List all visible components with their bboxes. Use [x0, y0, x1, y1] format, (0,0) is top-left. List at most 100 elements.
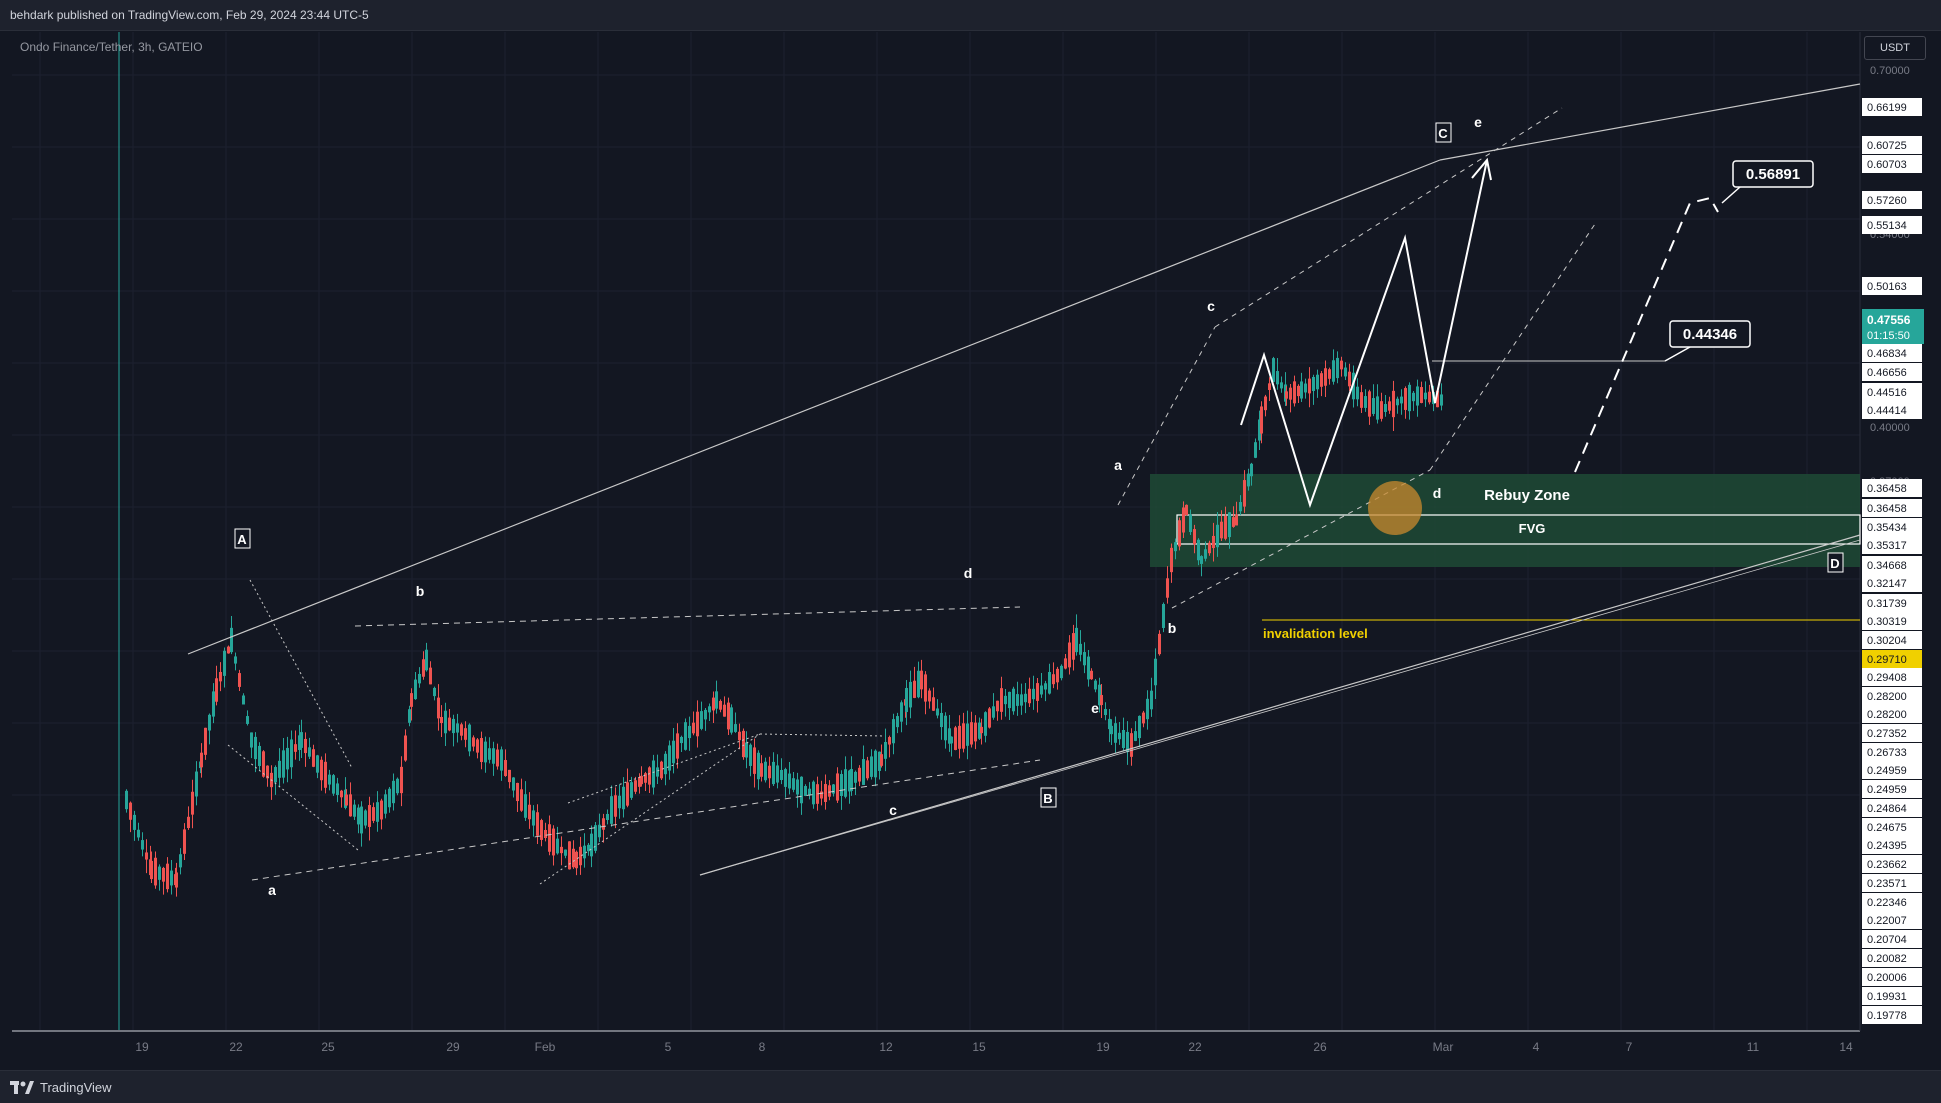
x-tick-label: 19 — [1096, 1040, 1110, 1054]
candle-body — [913, 680, 916, 698]
candle-body — [618, 795, 621, 809]
x-tick-label: 4 — [1533, 1040, 1540, 1054]
candle-body — [312, 749, 315, 767]
candle-body — [1400, 396, 1403, 404]
candle-body — [448, 717, 451, 731]
x-tick-label: 29 — [446, 1040, 460, 1054]
candle-body — [150, 860, 153, 880]
price-tag-bg — [1862, 668, 1922, 686]
x-tick-label: 25 — [321, 1040, 335, 1054]
price-tag: 0.22007 — [1867, 915, 1907, 927]
candle-body — [266, 765, 269, 779]
candle-body — [360, 806, 363, 834]
candle-body — [928, 690, 931, 702]
candle-body — [1420, 387, 1423, 403]
candle-body — [970, 722, 973, 745]
candle-body — [1424, 392, 1427, 400]
candle-body — [320, 759, 323, 781]
candle-body — [418, 673, 421, 684]
symbol-info: Ondo Finance/Tether, 3h, GATEIO — [20, 40, 203, 54]
price-tag-bg — [1862, 136, 1922, 154]
x-tick-label: 12 — [879, 1040, 893, 1054]
candle-body — [1360, 392, 1363, 408]
price-tag-bg — [1862, 1006, 1922, 1024]
candle-body — [676, 733, 679, 759]
candle-body — [1166, 578, 1169, 598]
candle-body — [917, 670, 920, 698]
candle-body — [950, 736, 953, 744]
candle-body — [1312, 376, 1315, 392]
price-tag-bg — [1862, 855, 1922, 873]
candle-body — [223, 650, 226, 676]
candle-body — [638, 777, 641, 787]
countdown-label: 01:15:50 — [1867, 330, 1910, 342]
price-tag-bg — [1862, 383, 1922, 401]
candle-body — [357, 807, 360, 825]
candle-body — [844, 769, 847, 797]
candle-body — [1356, 386, 1359, 400]
candle-body — [437, 697, 440, 719]
candle-body — [1212, 535, 1215, 549]
brand-label: TradingView — [40, 1080, 112, 1095]
candle-body — [183, 829, 186, 854]
candle-body — [1044, 683, 1047, 690]
currency-button[interactable]: USDT — [1864, 36, 1926, 60]
candle-body — [1052, 674, 1055, 685]
candle-body — [1276, 371, 1279, 385]
candle-body — [345, 794, 348, 806]
price-tag-bg — [1862, 556, 1922, 574]
tradingview-logo[interactable]: TradingView — [10, 1080, 112, 1095]
price-tag-bg — [1862, 987, 1922, 1005]
wave-label: b — [1168, 620, 1177, 636]
candle-body — [1340, 360, 1343, 370]
candle-body — [254, 736, 257, 760]
candle-body — [1189, 514, 1192, 533]
wave-a-leg — [249, 579, 353, 769]
candle-body — [468, 724, 471, 752]
candle-body — [1182, 507, 1185, 533]
candle-body — [308, 747, 311, 757]
price-tag-bg — [1862, 536, 1922, 554]
candle-body — [840, 774, 843, 796]
candle-body — [1036, 683, 1039, 701]
wave-c-top — [759, 733, 886, 737]
candle-body — [1243, 480, 1246, 507]
candle-body — [1094, 680, 1097, 690]
candle-body — [504, 760, 507, 776]
candle-body — [528, 804, 531, 820]
candle-body — [328, 774, 331, 785]
price-tag: 0.44414 — [1867, 405, 1907, 417]
candle-body — [1072, 633, 1075, 660]
candle-body — [1336, 357, 1339, 379]
price-tag: 0.34668 — [1867, 560, 1907, 572]
candle-body — [440, 716, 443, 724]
candle-body — [1220, 521, 1223, 539]
triangle2-upper-a — [1117, 326, 1216, 506]
price-tag: 0.31739 — [1867, 598, 1907, 610]
wave-label-boxed: D — [1830, 556, 1839, 571]
candle-body — [792, 778, 795, 790]
candle-body — [1142, 712, 1145, 724]
candle-body — [622, 786, 625, 810]
candle-body — [1098, 684, 1101, 706]
candle-body — [1320, 373, 1323, 387]
price-tag: 0.57260 — [1867, 195, 1907, 207]
candle-body — [154, 857, 157, 886]
candle-body — [524, 794, 527, 818]
candle-body — [749, 744, 752, 766]
current-price-label: 0.47556 — [1867, 313, 1911, 327]
wave-label: d — [964, 565, 973, 581]
price-tag: 0.28200 — [1867, 709, 1907, 721]
price-tag-bg — [1862, 893, 1922, 911]
price-tag: 0.35434 — [1867, 522, 1907, 534]
candle-body — [1068, 642, 1071, 668]
candle-body — [734, 724, 737, 732]
x-tick-label: 8 — [759, 1040, 766, 1054]
candle-body — [606, 813, 609, 821]
candle-body — [1380, 401, 1383, 419]
candle-body — [1348, 371, 1351, 387]
candle-body — [1197, 539, 1200, 561]
candle-body — [137, 829, 140, 838]
candle-body — [1324, 368, 1327, 386]
